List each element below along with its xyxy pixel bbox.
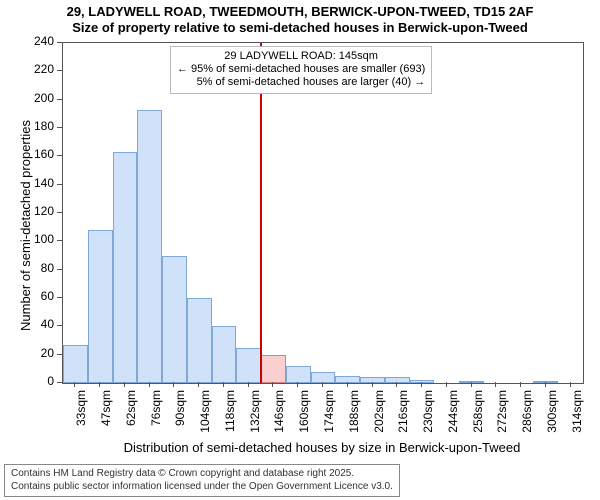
y-tick-label: 60 [24, 289, 54, 303]
x-tick-mark [495, 382, 496, 387]
y-tick-mark [57, 155, 62, 156]
x-tick-label: 216sqm [396, 390, 410, 450]
x-tick-mark [74, 382, 75, 387]
y-tick-label: 100 [24, 232, 54, 246]
x-tick-label: 272sqm [495, 390, 509, 450]
footer-attribution: Contains HM Land Registry data © Crown c… [4, 464, 400, 497]
footer-line-2: Contains public sector information licen… [11, 481, 393, 494]
y-tick-label: 200 [24, 91, 54, 105]
histogram-bar [286, 366, 311, 383]
y-tick-mark [57, 382, 62, 383]
x-tick-label: 286sqm [520, 390, 534, 450]
y-tick-mark [57, 70, 62, 71]
y-tick-label: 0 [24, 374, 54, 388]
x-tick-label: 188sqm [347, 390, 361, 450]
x-tick-mark [297, 382, 298, 387]
x-tick-label: 104sqm [198, 390, 212, 450]
annotation-line-1: 29 LADYWELL ROAD: 145sqm [177, 50, 425, 63]
y-tick-label: 120 [24, 204, 54, 218]
x-tick-mark [149, 382, 150, 387]
x-tick-label: 258sqm [471, 390, 485, 450]
histogram-bar [212, 326, 237, 383]
x-tick-mark [173, 382, 174, 387]
annotation-line-2: ← 95% of semi-detached houses are smalle… [177, 63, 425, 76]
x-tick-mark [223, 382, 224, 387]
x-tick-label: 300sqm [545, 390, 559, 450]
x-tick-mark [372, 382, 373, 387]
y-tick-label: 220 [24, 62, 54, 76]
x-tick-label: 160sqm [297, 390, 311, 450]
reference-line [260, 43, 262, 383]
footer-line-1: Contains HM Land Registry data © Crown c… [11, 468, 393, 481]
y-tick-mark [57, 42, 62, 43]
x-tick-mark [124, 382, 125, 387]
y-tick-mark [57, 99, 62, 100]
histogram-bar [459, 381, 484, 383]
x-tick-mark [322, 382, 323, 387]
x-tick-label: 33sqm [74, 390, 88, 450]
histogram-bar [261, 355, 286, 383]
y-tick-mark [57, 127, 62, 128]
y-tick-label: 140 [24, 176, 54, 190]
histogram-bar [187, 298, 212, 383]
chart-title: 29, LADYWELL ROAD, TWEEDMOUTH, BERWICK-U… [0, 4, 600, 37]
x-tick-mark [198, 382, 199, 387]
x-tick-label: 76sqm [149, 390, 163, 450]
histogram-bar [236, 348, 261, 383]
histogram-bar [162, 256, 187, 384]
x-tick-label: 132sqm [248, 390, 262, 450]
x-tick-mark [272, 382, 273, 387]
y-tick-label: 160 [24, 147, 54, 161]
y-tick-mark [57, 269, 62, 270]
x-tick-mark [421, 382, 422, 387]
y-tick-mark [57, 325, 62, 326]
x-tick-mark [396, 382, 397, 387]
x-tick-mark [248, 382, 249, 387]
y-tick-mark [57, 354, 62, 355]
x-tick-label: 62sqm [124, 390, 138, 450]
x-tick-mark [471, 382, 472, 387]
x-tick-label: 230sqm [421, 390, 435, 450]
y-tick-mark [57, 212, 62, 213]
x-tick-label: 47sqm [99, 390, 113, 450]
x-tick-mark [99, 382, 100, 387]
y-tick-label: 40 [24, 317, 54, 331]
x-tick-label: 174sqm [322, 390, 336, 450]
y-tick-label: 20 [24, 346, 54, 360]
annotation-box: 29 LADYWELL ROAD: 145sqm ← 95% of semi-d… [170, 46, 432, 94]
histogram-bar [63, 345, 88, 383]
x-tick-label: 146sqm [272, 390, 286, 450]
x-tick-mark [446, 382, 447, 387]
histogram-bar [335, 376, 360, 383]
x-tick-label: 202sqm [372, 390, 386, 450]
x-tick-mark [347, 382, 348, 387]
title-line-1: 29, LADYWELL ROAD, TWEEDMOUTH, BERWICK-U… [0, 4, 600, 20]
y-tick-mark [57, 240, 62, 241]
y-tick-mark [57, 297, 62, 298]
x-tick-mark [570, 382, 571, 387]
histogram-bar [360, 377, 385, 383]
x-tick-mark [545, 382, 546, 387]
x-tick-label: 244sqm [446, 390, 460, 450]
histogram-bar [113, 152, 138, 383]
histogram-bar [137, 110, 162, 383]
y-tick-label: 180 [24, 119, 54, 133]
x-tick-label: 118sqm [223, 390, 237, 450]
title-line-2: Size of property relative to semi-detach… [0, 20, 600, 36]
x-tick-label: 314sqm [570, 390, 584, 450]
y-tick-label: 80 [24, 261, 54, 275]
histogram-bar [533, 381, 558, 383]
histogram-bar [88, 230, 113, 383]
y-tick-label: 240 [24, 34, 54, 48]
x-tick-mark [520, 382, 521, 387]
y-tick-mark [57, 184, 62, 185]
x-tick-label: 90sqm [173, 390, 187, 450]
annotation-line-3: 5% of semi-detached houses are larger (4… [177, 76, 425, 89]
